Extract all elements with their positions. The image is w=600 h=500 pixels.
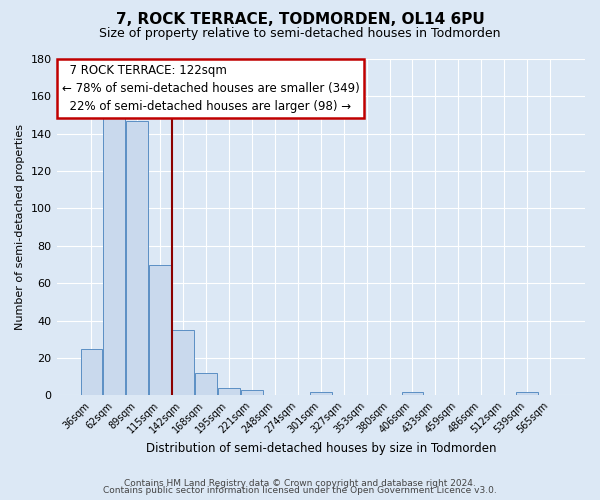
Y-axis label: Number of semi-detached properties: Number of semi-detached properties: [15, 124, 25, 330]
Text: Contains HM Land Registry data © Crown copyright and database right 2024.: Contains HM Land Registry data © Crown c…: [124, 478, 476, 488]
Bar: [172, 330, 194, 396]
Bar: [103, 115, 125, 396]
Bar: [516, 392, 538, 396]
Bar: [241, 390, 263, 396]
Bar: [310, 392, 332, 396]
X-axis label: Distribution of semi-detached houses by size in Todmorden: Distribution of semi-detached houses by …: [146, 442, 496, 455]
Text: 7, ROCK TERRACE, TODMORDEN, OL14 6PU: 7, ROCK TERRACE, TODMORDEN, OL14 6PU: [116, 12, 484, 28]
Bar: [195, 373, 217, 396]
Bar: [149, 264, 171, 396]
Text: Contains public sector information licensed under the Open Government Licence v3: Contains public sector information licen…: [103, 486, 497, 495]
Bar: [218, 388, 240, 396]
Bar: [401, 392, 424, 396]
Text: Size of property relative to semi-detached houses in Todmorden: Size of property relative to semi-detach…: [99, 28, 501, 40]
Bar: [80, 348, 103, 396]
Text: 7 ROCK TERRACE: 122sqm
← 78% of semi-detached houses are smaller (349)
  22% of : 7 ROCK TERRACE: 122sqm ← 78% of semi-det…: [62, 64, 359, 113]
Bar: [127, 120, 148, 396]
